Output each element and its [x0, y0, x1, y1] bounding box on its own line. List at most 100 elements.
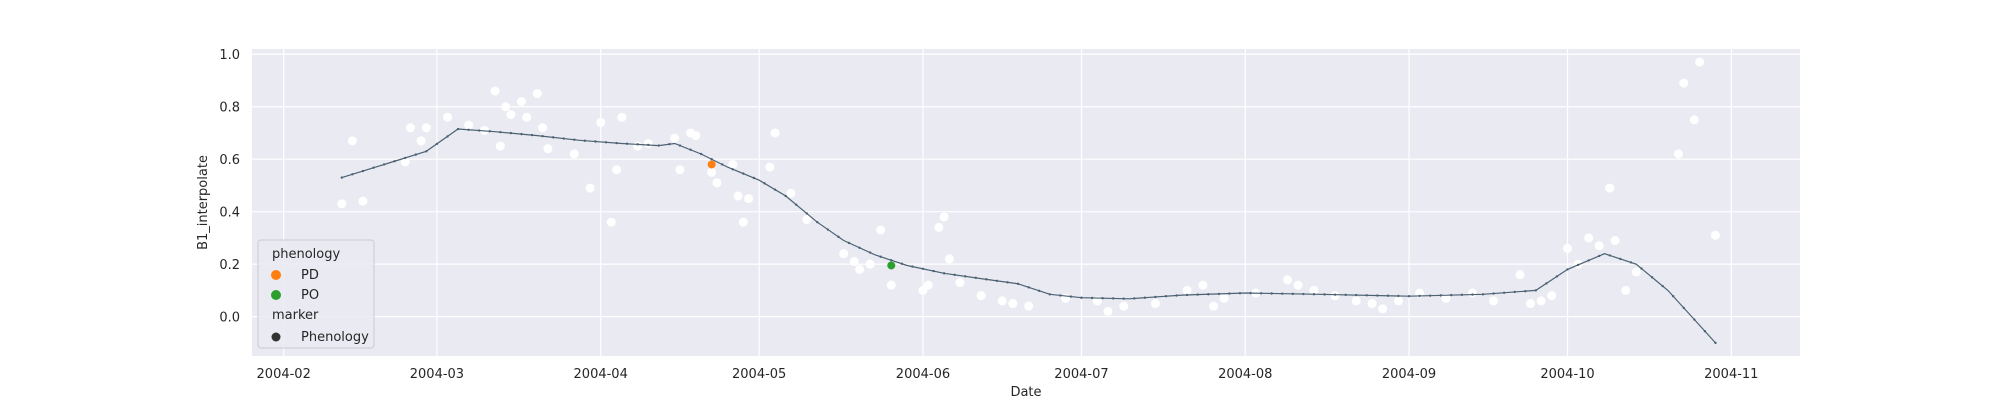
interpolated-marker — [509, 131, 513, 135]
raw-data-point — [1393, 296, 1403, 306]
interpolated-marker — [1640, 267, 1643, 270]
interpolated-marker — [499, 130, 502, 134]
raw-data-point — [707, 167, 717, 177]
raw-data-point — [1351, 296, 1361, 306]
raw-data-point — [1563, 243, 1573, 253]
interpolated-marker — [985, 278, 988, 281]
x-tick-label: 2004-07 — [1054, 367, 1108, 382]
raw-data-point — [585, 183, 595, 193]
interpolated-marker — [805, 212, 808, 215]
interpolated-marker — [1471, 293, 1474, 296]
interpolated-marker — [1608, 254, 1612, 257]
interpolated-marker — [1133, 297, 1136, 300]
interpolated-marker — [995, 279, 999, 283]
interpolated-marker — [1545, 282, 1548, 285]
raw-data-point — [1547, 291, 1557, 301]
interpolated-marker — [456, 127, 460, 131]
raw-data-point — [416, 136, 426, 146]
raw-data-point — [675, 165, 685, 175]
interpolated-marker — [1111, 297, 1115, 300]
interpolated-marker — [1302, 292, 1305, 296]
interpolated-marker — [414, 153, 417, 156]
interpolated-marker — [1661, 284, 1664, 288]
legend: phenology PD PO marker Phenology — [257, 239, 375, 349]
interpolated-marker — [1175, 294, 1178, 297]
phenology-point-po — [887, 261, 896, 270]
raw-data-point — [1209, 301, 1219, 311]
raw-data-point — [400, 157, 410, 167]
interpolated-marker — [488, 130, 491, 133]
raw-data-point — [765, 162, 775, 172]
interpolated-marker — [583, 139, 587, 142]
interpolated-marker — [752, 176, 756, 180]
x-tick-label: 2004-06 — [896, 367, 950, 382]
raw-data-point — [744, 194, 754, 204]
interpolated-marker — [1376, 294, 1379, 297]
interpolated-marker — [1555, 275, 1559, 278]
phenology-point-pd — [707, 160, 716, 169]
raw-data-point — [606, 217, 616, 227]
raw-data-point — [596, 117, 606, 127]
raw-data-point — [1621, 285, 1631, 295]
interpolated-marker — [1714, 341, 1717, 345]
interpolated-marker — [668, 142, 671, 146]
x-tick-label: 2004-02 — [257, 367, 311, 382]
interpolated-marker — [964, 275, 967, 278]
interpolated-marker — [1439, 294, 1442, 297]
interpolated-marker — [1069, 295, 1073, 298]
interpolated-marker — [393, 159, 396, 163]
interpolated-marker — [604, 141, 608, 144]
raw-points-layer — [337, 57, 1720, 316]
raw-data-point — [1515, 270, 1525, 280]
raw-data-point — [1309, 285, 1319, 295]
raw-data-point — [712, 178, 722, 188]
interpolated-marker — [1513, 290, 1516, 294]
interpolated-marker — [1450, 293, 1453, 297]
raw-data-point — [855, 264, 865, 274]
interpolated-marker — [710, 158, 713, 161]
raw-data-point — [1689, 115, 1699, 125]
raw-data-point — [1150, 299, 1160, 309]
raw-data-point — [849, 257, 859, 267]
interpolated-marker — [372, 166, 375, 169]
raw-data-point — [421, 123, 431, 133]
interpolated-marker — [551, 136, 555, 139]
interpolated-marker — [1386, 294, 1390, 297]
raw-data-point — [1610, 236, 1620, 246]
raw-data-point — [1182, 285, 1192, 295]
raw-data-point — [516, 96, 526, 106]
raw-data-point — [1378, 304, 1388, 314]
y-tick-label: 0.8 — [219, 101, 240, 116]
interpolated-marker — [1703, 330, 1707, 333]
raw-data-point — [733, 191, 743, 201]
interpolated-marker — [541, 134, 544, 138]
raw-data-point — [1198, 280, 1208, 290]
interpolated-marker — [1059, 294, 1062, 297]
raw-data-point — [670, 133, 680, 143]
y-tick-label: 0.6 — [219, 153, 240, 168]
raw-data-point — [691, 131, 701, 141]
legend-subtitle: marker — [272, 308, 319, 323]
interpolated-marker — [1323, 293, 1326, 296]
interpolated-marker — [1682, 306, 1685, 310]
raw-data-point — [728, 159, 738, 169]
raw-data-point — [532, 89, 542, 99]
raw-data-point — [1631, 267, 1641, 277]
interpolated-marker — [1090, 296, 1094, 300]
interpolated-marker — [699, 152, 703, 156]
raw-data-point — [1489, 296, 1499, 306]
interpolated-marker — [784, 194, 787, 198]
tick-labels: 2004-02 2004-03 2004-04 2004-05 2004-06 2004-… — [219, 48, 1758, 382]
interpolated-marker — [1048, 293, 1051, 296]
raw-data-point — [490, 86, 500, 96]
interpolated-marker — [1207, 293, 1210, 296]
interpolated-marker — [689, 148, 692, 151]
interpolated-marker — [921, 267, 925, 271]
interpolated-marker — [435, 142, 439, 146]
x-tick-label: 2004-04 — [574, 367, 628, 382]
raw-data-point — [1467, 288, 1477, 298]
interpolated-marker — [1281, 292, 1284, 295]
raw-data-point — [770, 128, 780, 138]
interpolated-marker — [879, 255, 882, 258]
raw-data-point — [802, 215, 812, 225]
